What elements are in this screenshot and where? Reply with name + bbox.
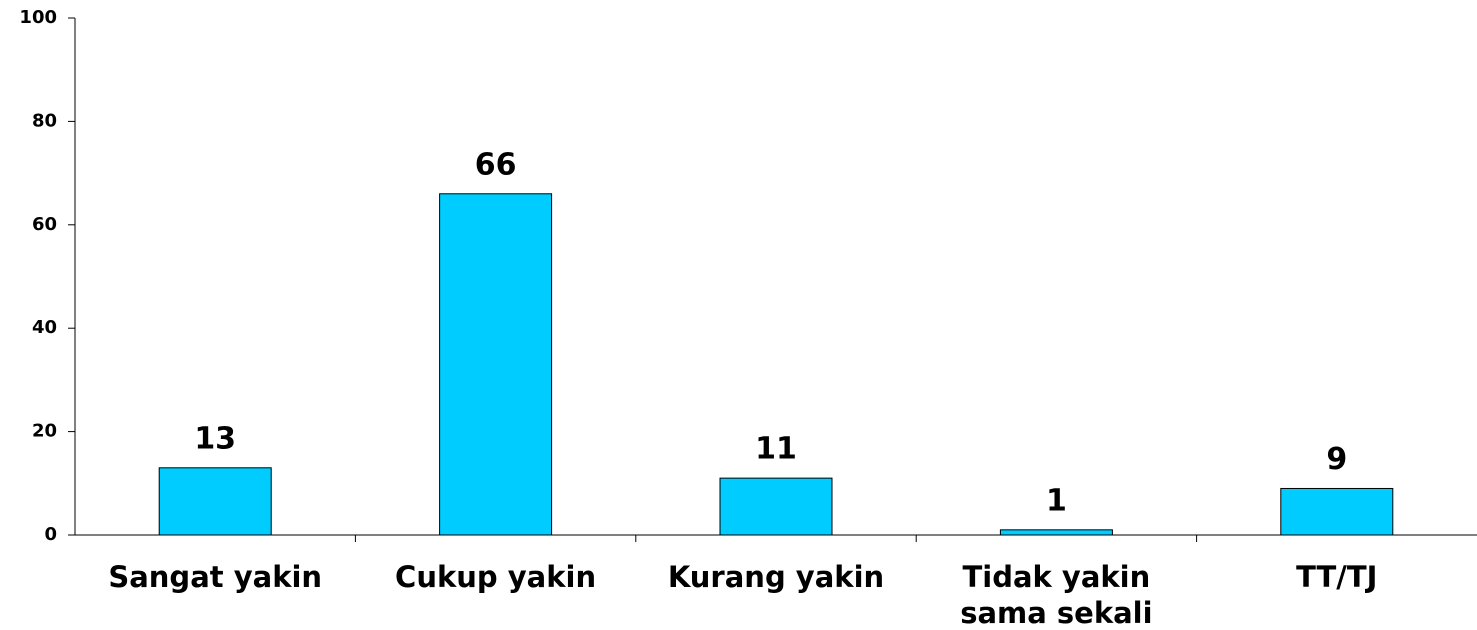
x-tick-label-box: Sangat yakin	[108, 560, 323, 594]
bar	[1280, 487, 1394, 536]
bar	[999, 529, 1113, 536]
y-tick-label: 0	[44, 524, 57, 545]
x-tick-label-box: TT/TJ	[1296, 560, 1378, 594]
x-tick-label-box: Tidak yakin sama sekali	[960, 560, 1153, 630]
value-label: 11	[755, 432, 797, 467]
x-tick-label: Tidak yakin sama sekali	[960, 560, 1153, 630]
value-label: 1	[1046, 483, 1067, 518]
value-label: 66	[475, 147, 517, 182]
value-label: 13	[194, 421, 236, 456]
value-label: 9	[1326, 442, 1347, 477]
x-tick-label: TT/TJ	[1296, 560, 1378, 594]
y-tick-label: 80	[32, 110, 57, 131]
x-tick-label: Kurang yakin	[667, 560, 885, 594]
y-tick-label: 100	[19, 7, 57, 28]
bar	[719, 477, 833, 536]
y-tick-label: 40	[32, 317, 57, 338]
x-tick-label-box: Kurang yakin	[667, 560, 885, 594]
bar	[158, 467, 272, 536]
y-tick-label: 20	[32, 421, 57, 442]
x-tick-label: Cukup yakin	[395, 560, 597, 594]
bar	[439, 193, 553, 536]
y-tick-label: 60	[32, 214, 57, 235]
x-tick-label-box: Cukup yakin	[395, 560, 597, 594]
x-tick-label: Sangat yakin	[108, 560, 323, 594]
